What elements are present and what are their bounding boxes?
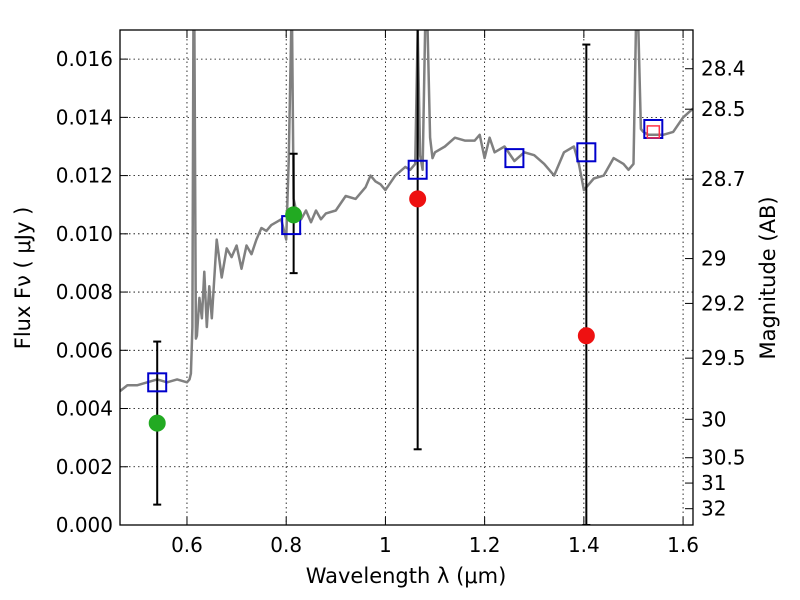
plot-background: [120, 30, 693, 525]
x-tick-label: 1: [379, 533, 392, 557]
other-point: [409, 190, 427, 208]
x-tick-label: 1.2: [469, 533, 501, 557]
model-point-square: [576, 142, 597, 163]
x-tick-label: 1.4: [568, 533, 600, 557]
magnitude-tick-label: 29: [701, 247, 726, 271]
magnitude-tick-label: 28.7: [701, 167, 746, 191]
magnitude-tick-label: 28.4: [701, 57, 746, 81]
y-tick-label: 0.006: [56, 338, 113, 362]
spectrum-line: [120, 30, 693, 393]
x-tick-label: 1.6: [667, 533, 699, 557]
magnitude-tick-label: 30: [701, 407, 726, 431]
y-tick-label: 0.004: [56, 397, 113, 421]
detected-point: [148, 414, 166, 432]
y-tick-label: 0.002: [56, 455, 113, 479]
magnitude-tick-label: 28.5: [701, 97, 746, 121]
x-axis-ticks: 0.6 0.8 1 1.2 1.4 1.6: [171, 30, 699, 557]
magnitude-tick-label: 29.5: [701, 346, 746, 370]
model-point-square: [147, 372, 168, 393]
magnitude-tick-label: 32: [701, 497, 726, 521]
y-tick-label: 0.000: [56, 513, 113, 537]
magnitude-axis-title: Magnitude (AB): [756, 196, 780, 359]
x-tick-label: 0.6: [171, 533, 203, 557]
plot-frame: [119, 29, 694, 526]
x-axis-title: Wavelength λ (μm): [306, 564, 507, 588]
other-point: [577, 327, 595, 345]
model-point-square: [504, 148, 525, 169]
spectrum-layer: [120, 30, 693, 393]
y-tick-label: 0.016: [56, 47, 113, 71]
y-tick-label: 0.014: [56, 105, 113, 129]
detected-point: [285, 206, 303, 224]
y-axis-ticks: 0.000 0.002 0.004 0.006 0.008 0.010 0.012 0.014…: [56, 47, 128, 537]
magnitude-tick-label: 29.2: [701, 291, 746, 315]
small-red-square: [646, 125, 661, 139]
data-markers: [147, 119, 664, 432]
magnitude-tick-label: 30.5: [701, 446, 746, 470]
y-axis-title: Flux Fν ( μJy ): [11, 207, 35, 350]
y-tick-label: 0.012: [56, 164, 113, 188]
y-tick-label: 0.008: [56, 280, 113, 304]
magnitude-tick-label: 31: [701, 471, 726, 495]
x-tick-label: 0.8: [270, 533, 302, 557]
y-tick-label: 0.010: [56, 222, 113, 246]
model-point-square: [407, 159, 428, 180]
